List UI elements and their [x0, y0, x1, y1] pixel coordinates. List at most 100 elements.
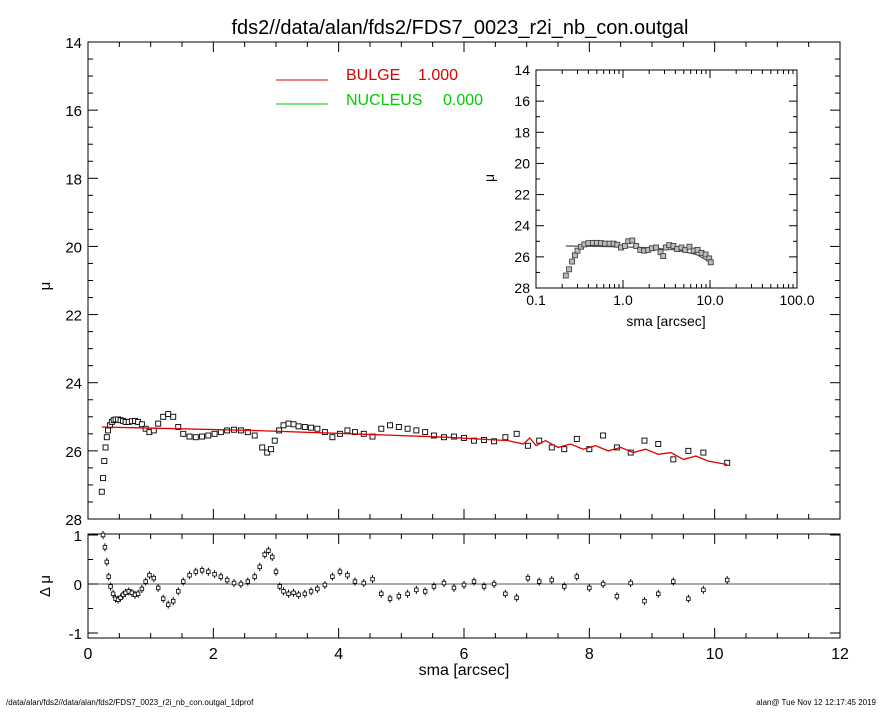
main-y-tick-label: 24	[65, 376, 82, 393]
main-data-point	[378, 425, 385, 432]
residual-point	[302, 591, 308, 596]
main-y-tick-label: 16	[65, 103, 82, 120]
main-data-point	[670, 456, 677, 463]
residual-y-tick-label: 1	[74, 528, 82, 545]
residual-point	[106, 574, 111, 579]
residual-point	[725, 577, 730, 583]
main-data-point	[285, 420, 292, 427]
main-data-point	[199, 433, 206, 440]
main-data-point	[502, 434, 509, 441]
main-data-point	[641, 437, 648, 444]
residual-point	[370, 576, 375, 582]
residual-point	[628, 580, 633, 586]
residual-x-tick-label: 8	[585, 646, 594, 663]
main-data-point	[271, 437, 278, 444]
main-data-point	[268, 446, 274, 453]
residual-point	[441, 580, 447, 586]
main-data-point	[655, 441, 662, 447]
inset-x-axis-label: sma [arcsec]	[626, 313, 705, 329]
main-data-point	[352, 429, 358, 436]
inset-y-tick-label: 28	[514, 280, 530, 296]
residual-point	[212, 572, 217, 577]
residual-point	[110, 591, 116, 596]
residual-point	[461, 582, 467, 588]
residual-point	[514, 595, 519, 600]
inset-y-tick-label: 20	[514, 155, 530, 171]
main-data-point	[100, 475, 106, 482]
main-data-point	[105, 427, 112, 434]
main-data-point	[103, 434, 110, 441]
legend-nucleus-name: NUCLEUS	[346, 92, 422, 109]
residual-point	[296, 592, 301, 597]
main-data-point	[395, 424, 402, 430]
inset-y-tick-label: 14	[514, 62, 530, 78]
main-data-point	[700, 449, 707, 456]
main-bulge-series	[101, 426, 728, 466]
residual-point	[574, 574, 579, 579]
residual-point	[600, 581, 606, 587]
residual-point	[642, 598, 647, 604]
bulge-line	[101, 426, 728, 466]
main-data-point	[422, 429, 429, 436]
main-data-point	[314, 425, 321, 432]
main-data-point	[180, 430, 187, 437]
residual-point	[224, 577, 230, 583]
inset-data-point	[686, 243, 693, 250]
main-y-tick-label: 26	[65, 444, 82, 461]
main-y-ticks: 14 16 18 20 22 24 26 28	[65, 35, 840, 529]
inset-x-tick-label: 0.1	[526, 292, 546, 308]
residual-point	[396, 594, 402, 599]
legend-bulge-value: 1.000	[418, 67, 458, 84]
residual-point	[491, 581, 497, 587]
residual-point	[108, 584, 113, 589]
main-data-point	[101, 458, 108, 465]
main-data-point	[573, 435, 580, 442]
residual-point	[151, 575, 156, 581]
inset-data-point	[702, 251, 709, 258]
residual-point	[252, 574, 257, 579]
residual-point	[199, 568, 205, 573]
residual-point	[414, 587, 419, 593]
residual-point	[656, 591, 661, 596]
residual-point	[471, 579, 477, 584]
residual-y-axis-label: Δ μ	[37, 575, 54, 597]
inset-y-tick-label: 26	[514, 249, 530, 265]
residual-point	[206, 569, 211, 574]
residual-point	[379, 591, 384, 596]
main-data-point	[165, 411, 172, 418]
inset-data-point	[569, 258, 576, 265]
legend: BULGE 1.000 NUCLEUS 0.000	[276, 67, 483, 109]
main-data-point	[170, 413, 177, 420]
residual-x-ticks: 0 2 4 6 8 10 12	[84, 534, 849, 663]
inset-y-tick-label: 24	[514, 218, 530, 234]
footer-right: alan@ Tue Nov 12 12:17:45 2019	[756, 698, 876, 707]
inset-data-point	[574, 247, 581, 254]
residual-point	[102, 545, 108, 550]
inset-data-point	[682, 246, 689, 253]
inset-x-tick-label: 1.0	[613, 292, 633, 308]
inset-data-point	[633, 243, 640, 249]
residual-point	[262, 552, 267, 557]
residual-point	[405, 591, 410, 596]
main-data-point	[513, 430, 520, 437]
residual-point	[286, 591, 291, 596]
main-y-tick-label: 14	[65, 35, 82, 52]
main-data-point	[98, 488, 105, 495]
residual-point	[701, 587, 706, 593]
legend-nucleus-value: 0.000	[443, 92, 483, 109]
main-data-point	[548, 444, 555, 451]
inset-data-point	[660, 253, 667, 259]
main-data-point	[276, 427, 283, 434]
chart-title: fds2//data/alan/fds2/FDS7_0023_r2i_nb_co…	[231, 17, 688, 39]
residual-point	[104, 559, 109, 565]
main-data-point	[600, 432, 607, 439]
residual-x-tick-label: 0	[84, 646, 93, 663]
main-x-ticks	[87, 42, 841, 519]
inset-x-tick-label: 10.0	[696, 292, 723, 308]
residual-point	[322, 582, 328, 588]
inset-data-point	[653, 244, 659, 251]
inset-data-point	[562, 272, 569, 279]
inset-data-series	[562, 237, 714, 279]
residual-point	[686, 596, 691, 601]
residual-point	[291, 590, 296, 596]
